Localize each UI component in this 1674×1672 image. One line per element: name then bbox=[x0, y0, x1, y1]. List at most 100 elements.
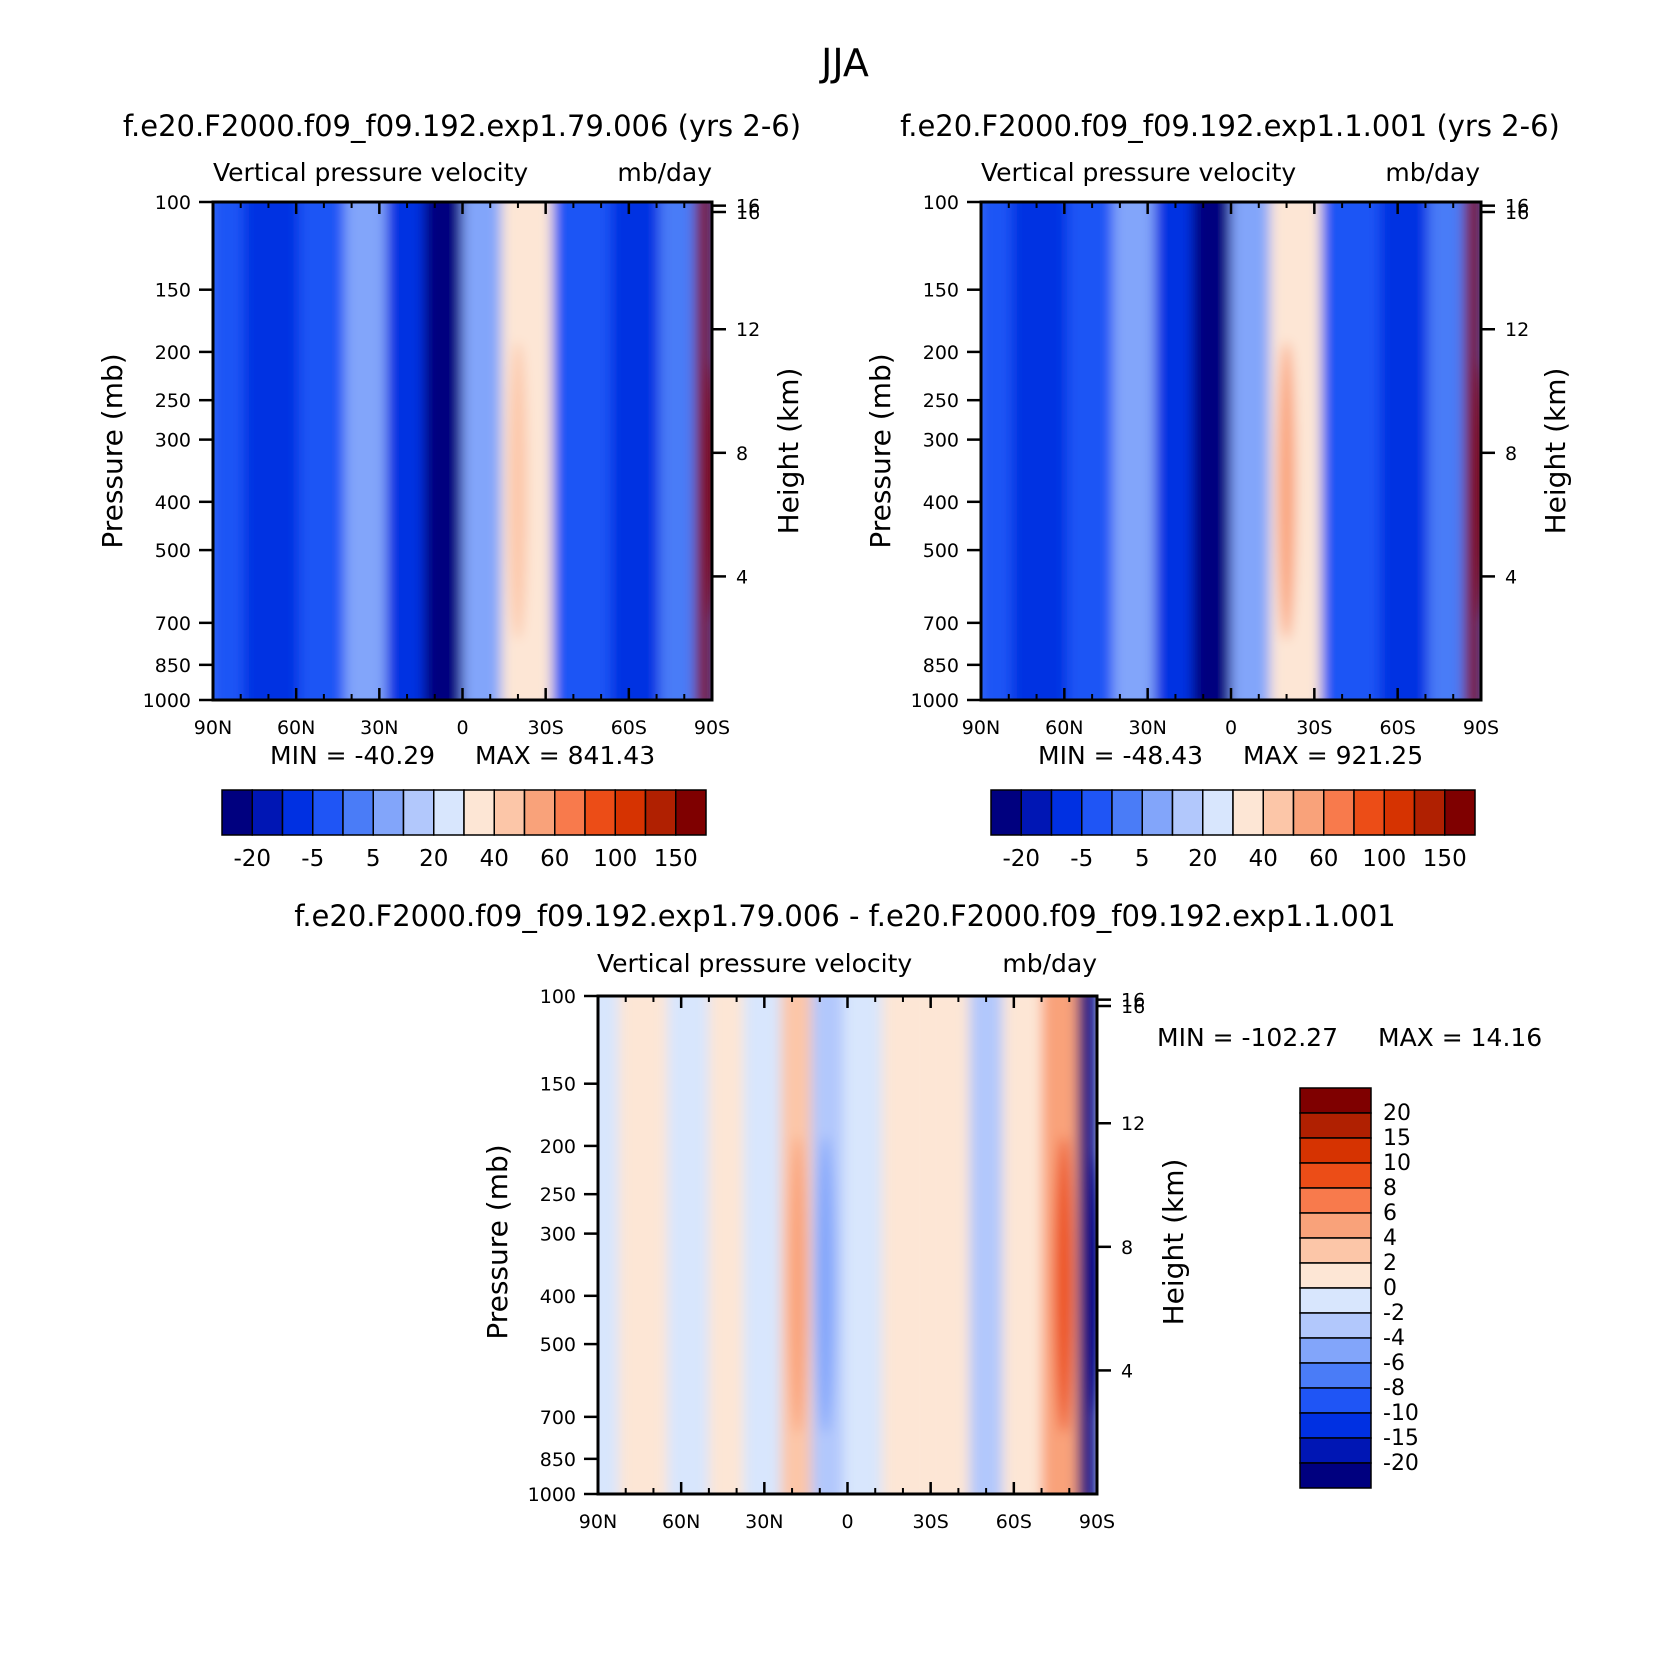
colorbar-label: 6 bbox=[1383, 1201, 1397, 1226]
y-tick-label: 700 bbox=[540, 1407, 576, 1429]
field-core bbox=[1394, 341, 1413, 641]
min-label: MIN = -102.27 bbox=[1157, 1023, 1338, 1052]
y-right-tick-label: 16 bbox=[1121, 990, 1145, 1012]
field-core bbox=[816, 1135, 835, 1435]
colorbar: -20 -5 5 20 40 60 100 150 bbox=[990, 789, 1476, 872]
x-tick-label: 60S bbox=[996, 1511, 1032, 1533]
y-tick-label: 500 bbox=[155, 540, 191, 562]
colorbar-box bbox=[1413, 789, 1446, 836]
plot-area bbox=[598, 996, 1097, 1494]
y-right-tick-label: 16 bbox=[1505, 202, 1529, 224]
x-tick-label: 0 bbox=[1225, 717, 1237, 739]
x-tick-label: 90S bbox=[1079, 1511, 1115, 1533]
max-label: MAX = 14.16 bbox=[1378, 1023, 1542, 1052]
field-band bbox=[708, 996, 744, 1494]
colorbar-box bbox=[251, 789, 284, 836]
field-band bbox=[1002, 996, 1042, 1494]
colorbar-label: -5 bbox=[1070, 846, 1093, 872]
y-tick-label: 200 bbox=[155, 342, 191, 364]
colorbar-box bbox=[554, 789, 586, 836]
colorbar-box bbox=[584, 789, 616, 836]
colorbar-label: -20 bbox=[1002, 846, 1040, 872]
x-tick-label: 60S bbox=[611, 717, 647, 739]
min-label: MIN = -48.43 bbox=[1038, 741, 1203, 770]
y-tick-label: 150 bbox=[540, 1074, 576, 1096]
colorbar-label: -6 bbox=[1383, 1351, 1405, 1376]
y-right-tick-label: 16 bbox=[1505, 196, 1529, 218]
colorbar-box bbox=[1111, 789, 1143, 836]
field-core bbox=[788, 1135, 807, 1435]
colorbar-label: -15 bbox=[1383, 1426, 1419, 1451]
field-core bbox=[1166, 341, 1185, 641]
y-tick-label: 100 bbox=[923, 192, 959, 214]
y-axis-label: Pressure (mb) bbox=[864, 353, 897, 548]
variable-title: Vertical pressure velocity bbox=[981, 158, 1296, 187]
y-tick-label: 500 bbox=[540, 1334, 576, 1356]
y-right-tick-label: 12 bbox=[736, 319, 760, 341]
y-right-tick-label: 16 bbox=[736, 196, 760, 218]
x-tick-label: 30S bbox=[528, 717, 564, 739]
field-band bbox=[969, 996, 1003, 1494]
colorbar-box bbox=[1299, 1462, 1372, 1489]
case-title: f.e20.F2000.f09_f09.192.exp1.79.006 (yrs… bbox=[123, 109, 801, 143]
x-tick-label: 30S bbox=[1296, 717, 1332, 739]
field-band bbox=[243, 202, 299, 700]
field-core bbox=[625, 341, 644, 641]
x-tick-label: 0 bbox=[841, 1511, 853, 1533]
colorbar-box bbox=[1299, 1187, 1372, 1214]
field-band bbox=[552, 202, 611, 700]
y-tick-label: 850 bbox=[540, 1449, 576, 1471]
colorbar-box bbox=[1232, 789, 1264, 836]
y-tick-label: 850 bbox=[923, 655, 959, 677]
field-band bbox=[1011, 202, 1068, 700]
colorbar-label: -5 bbox=[301, 846, 324, 872]
colorbar-label: 5 bbox=[1135, 846, 1150, 872]
field-core bbox=[398, 341, 417, 641]
y-tick-label: 400 bbox=[923, 492, 959, 514]
x-tick-label: 90S bbox=[1463, 717, 1499, 739]
y-tick-label: 1000 bbox=[911, 690, 959, 712]
y-tick-label: 300 bbox=[923, 430, 959, 452]
axes: 90N 60N 30N 0 30S 60S 90S 100 150 200 250 300 400 500… bbox=[528, 986, 1146, 1533]
y-tick-label: 400 bbox=[155, 492, 191, 514]
colorbar-box bbox=[1299, 1262, 1372, 1289]
y-right-tick-label: 8 bbox=[1121, 1237, 1133, 1259]
colorbar-label: 5 bbox=[366, 846, 381, 872]
x-tick-label: 90N bbox=[579, 1511, 617, 1533]
colorbar-box bbox=[1383, 789, 1416, 836]
y-tick-label: 250 bbox=[155, 390, 191, 412]
x-tick-label: 30S bbox=[913, 1511, 949, 1533]
y-tick-label: 700 bbox=[923, 613, 959, 635]
field-core bbox=[1082, 1135, 1097, 1435]
y-tick-label: 300 bbox=[540, 1224, 576, 1246]
x-tick-label: 90S bbox=[694, 717, 730, 739]
x-tick-label: 90N bbox=[962, 717, 1000, 739]
x-tick-label: 60N bbox=[662, 1511, 700, 1533]
colorbar-box bbox=[372, 789, 405, 836]
field-band bbox=[1231, 202, 1270, 700]
y-tick-label: 400 bbox=[540, 1286, 576, 1308]
x-tick-label: 60S bbox=[1380, 717, 1416, 739]
axes: 90N 60N 30N 0 30S 60S 90S 100 150 200 250 300 400 500… bbox=[143, 192, 761, 739]
field-band bbox=[1112, 202, 1155, 700]
colorbar-box bbox=[644, 789, 677, 836]
plot-area bbox=[213, 202, 712, 700]
colorbar-label: 10 bbox=[1383, 1151, 1411, 1176]
y-tick-label: 100 bbox=[540, 986, 576, 1008]
y-tick-label: 300 bbox=[155, 430, 191, 452]
units-title: mb/day bbox=[1385, 158, 1480, 187]
field-band bbox=[344, 202, 387, 700]
field-band bbox=[1428, 202, 1465, 700]
colorbar-box bbox=[1299, 1437, 1372, 1464]
field-core bbox=[508, 341, 527, 641]
y-right-tick-label: 16 bbox=[736, 202, 760, 224]
units-title: mb/day bbox=[1002, 949, 1097, 978]
colorbar-box bbox=[493, 789, 526, 836]
colorbar-box bbox=[281, 789, 314, 836]
colorbar-label: -20 bbox=[1383, 1451, 1419, 1476]
axes: 90N 60N 30N 0 30S 60S 90S 100 150 200 250 300 400 500… bbox=[911, 192, 1530, 739]
colorbar-box bbox=[614, 789, 647, 836]
field-core bbox=[1054, 1135, 1073, 1435]
x-tick-label: 0 bbox=[456, 717, 468, 739]
